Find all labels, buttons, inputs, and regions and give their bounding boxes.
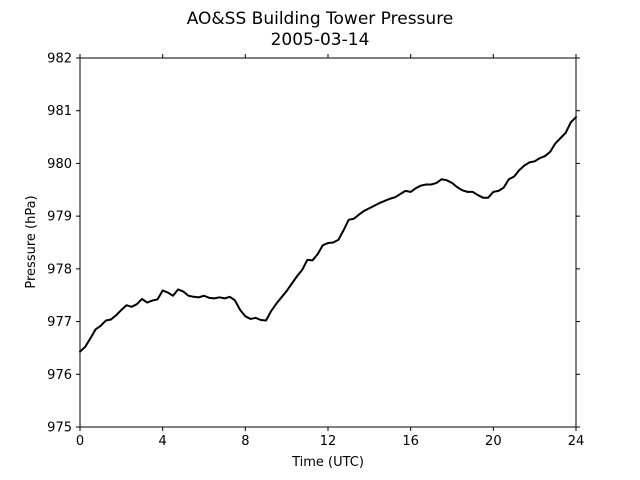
chart-title: AO&SS Building Tower Pressure (187, 9, 454, 29)
y-tick-label: 982 (47, 52, 72, 67)
y-tick-label: 978 (47, 262, 72, 277)
x-axis-label: Time (UTC) (291, 455, 364, 470)
series-line-pressure (79, 116, 577, 353)
x-axis-ticks: 0 4 8 12 16 20 24 (76, 54, 584, 449)
y-tick-label: 977 (47, 315, 72, 330)
x-tick-label: 4 (159, 434, 167, 449)
x-tick-label: 24 (568, 434, 585, 449)
y-axis-label: Pressure (hPa) (24, 195, 39, 288)
x-tick-label: 12 (320, 434, 337, 449)
x-tick-label: 16 (402, 434, 419, 449)
y-axis-ticks: 975 976 977 978 979 980 981 982 (47, 52, 580, 436)
plot-frame (79, 57, 577, 428)
y-tick-label: 976 (47, 368, 72, 383)
x-tick-label: 8 (241, 434, 249, 449)
y-tick-label: 980 (47, 157, 72, 172)
y-tick-label: 981 (47, 104, 72, 119)
y-tick-label: 979 (47, 210, 72, 225)
x-tick-label: 20 (485, 434, 502, 449)
y-tick-label: 975 (47, 421, 72, 436)
x-tick-label: 0 (76, 434, 84, 449)
chart-subtitle: 2005-03-14 (271, 30, 370, 50)
